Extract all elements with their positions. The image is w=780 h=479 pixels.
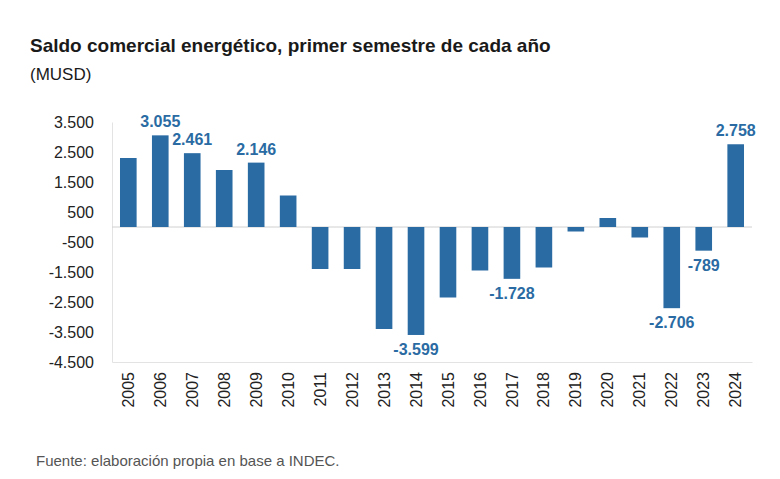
x-tick: 2023 [695,362,712,408]
x-tick: 2016 [472,362,489,408]
x-tick: 2006 [152,362,169,408]
x-tick-label: 2014 [408,372,425,408]
y-tick-label: 2.500 [54,144,94,161]
x-tick-label: 2017 [504,372,521,408]
x-tick-label: 2011 [312,372,329,407]
y-tick: 3.500 [54,114,112,131]
y-tick: 500 [67,204,112,221]
x-axis-line [113,362,753,363]
bar [248,163,265,227]
plot: 3.500 2.500 1.500 500 -500 -1.500 -2.500 -3.500… [49,113,756,407]
x-axis: 2005 2006 2007 2008 2009 2010 2011 2012 2013 2014… [113,362,753,408]
x-tick-label: 2015 [440,372,457,408]
y-tick: -1.500 [49,264,112,281]
x-tick: 2007 [184,362,201,408]
x-tick-label: 2023 [695,372,712,408]
data-label: -1.728 [489,285,534,302]
y-tick: -4.500 [49,354,112,371]
x-tick: 2022 [663,362,680,408]
bar [280,196,297,228]
data-label: -2.706 [649,314,694,331]
bar [120,158,137,227]
x-tick-label: 2021 [631,372,648,408]
data-label: 3.055 [140,113,180,130]
x-tick-label: 2013 [376,372,393,408]
x-tick: 2008 [216,362,233,408]
bar [344,227,361,269]
x-tick-label: 2005 [120,372,137,408]
bar [440,227,457,298]
bar [376,227,393,329]
data-label: 2.758 [716,122,756,139]
x-tick: 2010 [280,362,297,408]
bar [152,135,169,227]
y-tick-label: -500 [62,234,94,251]
y-tick: -2.500 [49,294,112,311]
y-tick-label: -3.500 [49,324,94,341]
bars [120,135,744,335]
y-tick: 1.500 [54,174,112,191]
y-tick: 2.500 [54,144,112,161]
source: Fuente: elaboración propia en base a IND… [36,452,340,469]
y-axis: 3.500 2.500 1.500 500 -500 -1.500 -2.500 -3.500… [49,114,113,371]
bar [216,170,233,227]
data-label: -789 [688,257,720,274]
x-tick-label: 2008 [216,372,233,408]
y-axis-line [112,123,113,363]
data-labels: 3.0552.461 2.146 -3.599 -1.728 -2.706 -789 2.7… [140,113,756,358]
x-tick: 2011 [312,362,329,406]
x-tick-label: 2018 [535,372,552,408]
bar [695,227,712,251]
x-tick-label: 2010 [280,372,297,408]
x-tick-label: 2009 [248,372,265,408]
x-tick: 2013 [376,362,393,408]
bar [504,227,521,279]
x-tick: 2017 [504,362,521,408]
bar [472,227,489,271]
x-tick: 2019 [567,362,584,408]
y-tick-label: 1.500 [54,174,94,191]
y-tick-label: -1.500 [49,264,94,281]
x-tick-label: 2019 [567,372,584,408]
x-tick: 2018 [535,362,552,408]
x-tick: 2015 [440,362,457,408]
y-tick-label: -2.500 [49,294,94,311]
data-label: 2.461 [172,131,212,148]
data-label: -3.599 [393,341,438,358]
x-tick-label: 2016 [472,372,489,408]
zero-line [112,227,752,228]
x-tick: 2014 [408,362,425,408]
x-tick: 2021 [631,362,648,408]
x-tick-label: 2006 [152,372,169,408]
bar [600,218,617,227]
x-tick-label: 2012 [344,372,361,408]
data-label: 2.146 [236,141,276,158]
x-tick: 2012 [344,362,361,408]
y-tick: -3.500 [49,324,112,341]
chart: Saldo comercial energético, primer semes… [0,0,780,479]
x-tick-label: 2022 [663,372,680,408]
bar [568,227,585,232]
y-tick-label: 500 [67,204,94,221]
bar [184,153,201,227]
x-tick-label: 2007 [184,372,201,408]
title: Saldo comercial energético, primer semes… [30,35,551,56]
bar [631,227,648,238]
y-tick: -500 [62,234,112,251]
x-tick: 2005 [120,362,137,408]
x-tick: 2024 [727,362,744,408]
bar [312,227,329,269]
bar [536,227,553,268]
subtitle: (MUSD) [30,65,91,84]
x-tick-label: 2024 [727,372,744,408]
bar [663,227,680,308]
x-tick: 2009 [248,362,265,408]
y-tick-label: 3.500 [54,114,94,131]
x-tick: 2020 [599,362,616,408]
bar [408,227,425,335]
x-tick-label: 2020 [599,372,616,408]
y-tick-label: -4.500 [49,354,94,371]
bar [727,144,744,227]
